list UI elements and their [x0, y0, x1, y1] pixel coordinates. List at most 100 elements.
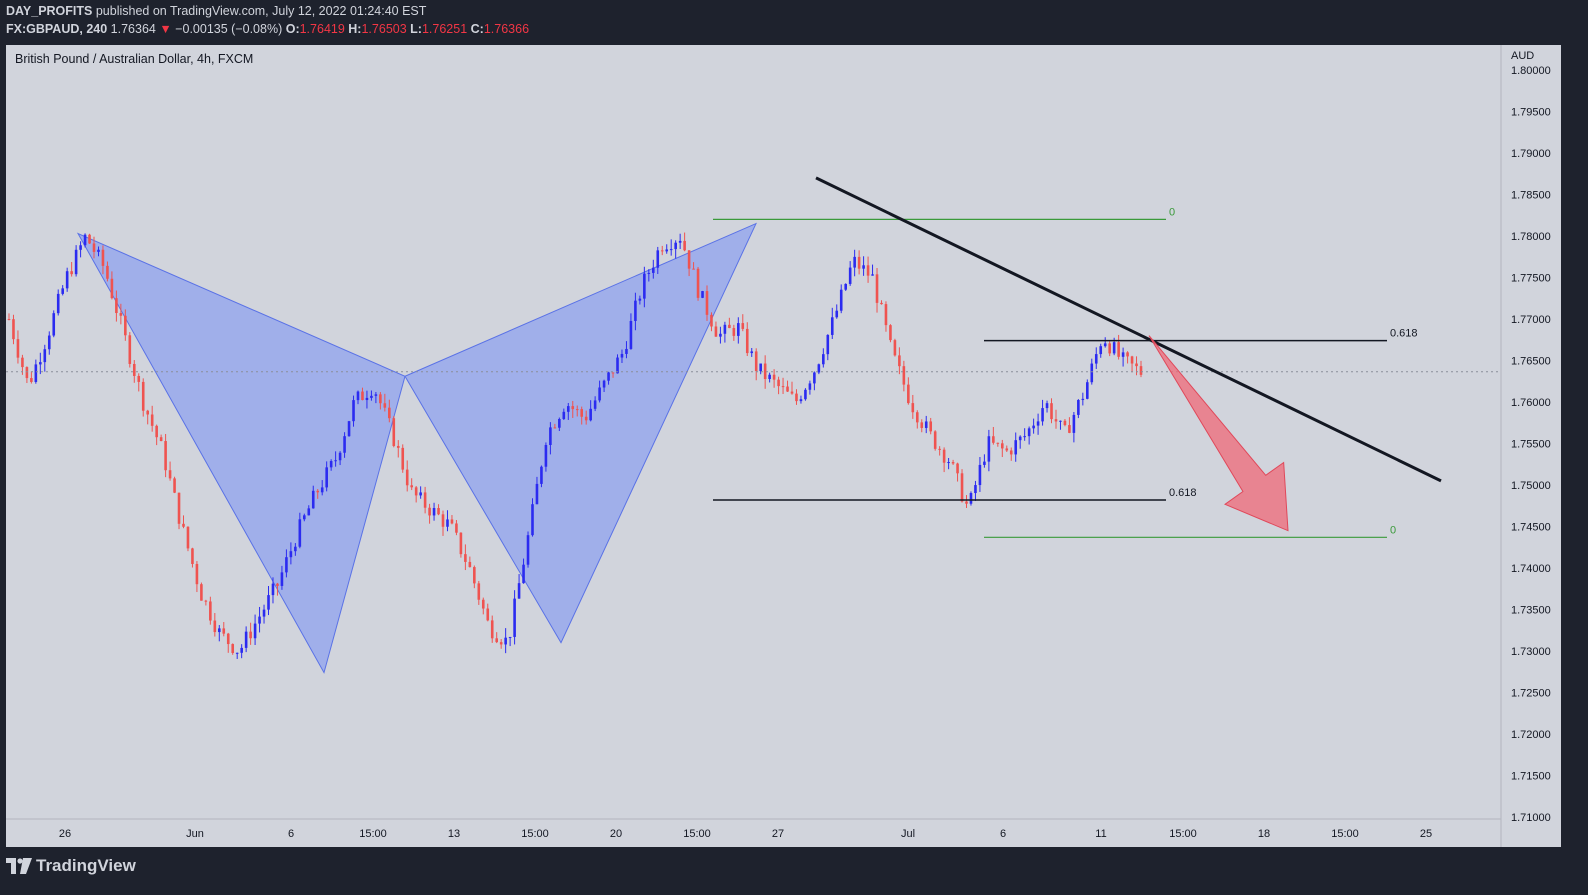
candle [370, 390, 373, 401]
candle [437, 504, 440, 516]
candle-body [244, 631, 248, 648]
candle-body [866, 265, 870, 276]
candle [253, 614, 257, 646]
candle [692, 262, 695, 270]
candle [759, 363, 762, 375]
x-tick-label: 26 [59, 828, 71, 840]
candle [705, 285, 709, 321]
candle [938, 446, 941, 456]
candle-body [1103, 343, 1107, 347]
candle-body [383, 403, 387, 408]
candle [1139, 360, 1143, 378]
candle [217, 625, 221, 642]
candle-body [115, 298, 118, 314]
candle-body [750, 351, 754, 354]
candle [405, 460, 409, 492]
candle-body [929, 421, 933, 432]
candle-body [370, 395, 373, 398]
y-tick-label: 1.75000 [1511, 480, 1551, 492]
candle [562, 408, 566, 421]
candle-body [598, 387, 601, 401]
candle-body [737, 323, 740, 336]
candle [1130, 355, 1134, 373]
candle-body [593, 400, 597, 409]
candle [558, 417, 561, 432]
candle [634, 292, 637, 331]
price-chart[interactable]: 1.80000 1.79500 1.79000 1.78500 1.78000 1.775… [6, 45, 1561, 847]
symbol-label: FX:GBPAUD, 240 [6, 22, 108, 36]
candle [12, 314, 15, 345]
candle-body [1072, 414, 1076, 433]
candle [195, 561, 199, 593]
candle [553, 423, 557, 429]
candle-body [826, 334, 830, 355]
candle-body [884, 304, 888, 326]
candle-body [575, 409, 579, 411]
candle [1126, 351, 1129, 364]
candle-body [969, 493, 973, 504]
candle [830, 307, 834, 339]
candle-body [790, 391, 794, 394]
tradingview-logo[interactable]: TradingView [6, 856, 136, 876]
candle [459, 532, 463, 558]
candle [723, 321, 727, 343]
candle [1103, 337, 1107, 348]
chart-panel[interactable]: 1.80000 1.79500 1.79000 1.78500 1.78000 1.775… [6, 45, 1561, 847]
candle [92, 236, 96, 259]
candle [74, 245, 78, 277]
candle [1121, 347, 1125, 367]
candle [240, 644, 243, 659]
candle-body [508, 636, 512, 638]
candle-body [1068, 425, 1071, 433]
candle-body [47, 335, 51, 350]
candle [414, 485, 418, 503]
fib-level-label: 0.618 [1390, 328, 1418, 340]
candle [401, 444, 405, 473]
candle-body [951, 462, 955, 464]
candle-body [956, 463, 959, 474]
candle-body [754, 351, 758, 372]
candle [168, 461, 172, 481]
candle [665, 244, 669, 254]
candle-body [450, 519, 454, 524]
candle [334, 451, 337, 467]
candle [267, 585, 270, 616]
candle-body [356, 391, 360, 401]
candle-body [204, 600, 208, 602]
candle [47, 331, 51, 355]
candle-body [455, 523, 458, 533]
y-tick-label: 1.74500 [1511, 522, 1551, 534]
candle-body [294, 546, 297, 552]
candle [741, 314, 745, 332]
candle [956, 462, 959, 482]
brand-name: TradingView [36, 856, 136, 875]
candle-body [875, 274, 879, 303]
candle-body [303, 515, 306, 520]
candle [213, 613, 217, 637]
candle-body [669, 249, 673, 251]
change-arrow-icon: ▼ [159, 22, 172, 36]
candle-body [692, 268, 695, 270]
candle [772, 369, 776, 388]
candle [316, 488, 320, 499]
candle-body [907, 384, 910, 404]
open-value: 1.76419 [299, 22, 345, 36]
candle [929, 417, 933, 435]
candle-body [191, 548, 194, 564]
candle-body [607, 372, 610, 381]
publish-header: DAY_PROFITS published on TradingView.com… [0, 0, 1588, 44]
candle-body [804, 389, 807, 400]
candle-body [571, 406, 575, 410]
candle [249, 622, 252, 645]
candle [164, 433, 167, 478]
publisher-name[interactable]: DAY_PROFITS [6, 4, 93, 18]
candle-body [34, 364, 38, 382]
candle-body [625, 348, 628, 354]
candle-body [128, 335, 132, 364]
candle [862, 256, 865, 276]
candle-body [1036, 421, 1040, 426]
candle [844, 283, 847, 291]
y-tick-label: 1.78500 [1511, 190, 1551, 202]
candle [115, 290, 118, 322]
candle-body [1121, 352, 1125, 357]
